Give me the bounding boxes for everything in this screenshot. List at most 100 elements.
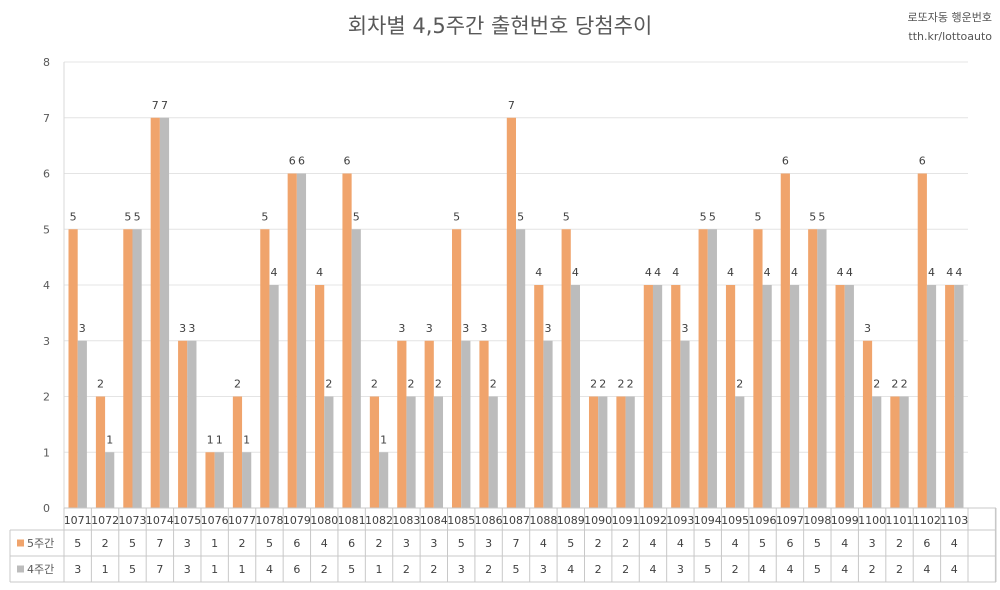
y-tick-label: 0 — [43, 502, 50, 515]
table-cell: 4 — [567, 563, 574, 576]
data-label: 5 — [563, 210, 570, 223]
x-tick-label: 1088 — [529, 514, 557, 527]
legend-swatch — [17, 539, 24, 547]
table-cell: 7 — [156, 537, 163, 550]
data-label: 3 — [681, 322, 688, 335]
data-label: 7 — [152, 99, 159, 112]
table-cell: 2 — [896, 537, 903, 550]
y-tick-label: 1 — [43, 446, 50, 459]
table-cell: 7 — [156, 563, 163, 576]
x-tick-label: 1094 — [694, 514, 722, 527]
table-cell: 2 — [430, 563, 437, 576]
table-cell: 3 — [458, 563, 465, 576]
bar — [872, 396, 882, 508]
bar — [406, 396, 416, 508]
bar — [862, 340, 873, 508]
data-label: 5 — [453, 210, 460, 223]
data-label: 4 — [672, 266, 679, 279]
x-tick-label: 1099 — [831, 514, 859, 527]
table-cell: 4 — [786, 563, 793, 576]
x-tick-label: 1074 — [146, 514, 174, 527]
data-label: 4 — [271, 266, 278, 279]
bar — [543, 340, 553, 508]
y-tick-label: 6 — [43, 168, 50, 181]
data-label: 2 — [599, 378, 606, 391]
bar — [588, 396, 599, 508]
data-label: 6 — [782, 155, 789, 168]
table-cell: 2 — [732, 563, 739, 576]
bar — [926, 285, 937, 508]
x-tick-label: 1079 — [283, 514, 311, 527]
table-cell: 4 — [649, 537, 656, 550]
table-cell: 2 — [321, 563, 328, 576]
data-label: 2 — [371, 378, 378, 391]
data-label: 3 — [864, 322, 871, 335]
y-tick-label: 7 — [43, 112, 50, 125]
x-tick-label: 1084 — [420, 514, 448, 527]
bar — [452, 229, 462, 508]
legend-label: 5주간 — [27, 537, 54, 550]
data-label: 5 — [818, 210, 825, 223]
data-label: 5 — [809, 210, 816, 223]
bar — [287, 173, 297, 508]
bar — [351, 229, 361, 508]
table-cell: 4 — [951, 563, 958, 576]
bar — [735, 396, 745, 508]
table-cell: 3 — [184, 537, 191, 550]
table-cell: 2 — [102, 537, 109, 550]
table-cell: 4 — [321, 537, 328, 550]
bar — [433, 396, 444, 508]
bar — [214, 452, 224, 508]
y-tick-label: 4 — [43, 279, 50, 292]
x-tick-label: 1091 — [612, 514, 640, 527]
x-tick-label: 1090 — [584, 514, 612, 527]
table-cell: 3 — [869, 537, 876, 550]
bar — [260, 229, 270, 508]
bar — [561, 229, 571, 508]
table-cell: 1 — [239, 563, 246, 576]
data-label: 3 — [462, 322, 469, 335]
bar — [397, 340, 407, 508]
bar — [205, 452, 215, 508]
table-cell: 4 — [923, 563, 930, 576]
table-cell: 2 — [403, 563, 410, 576]
data-label: 5 — [134, 210, 141, 223]
table-cell: 2 — [622, 563, 629, 576]
bar — [95, 396, 106, 508]
table-cell: 6 — [348, 537, 355, 550]
table-cell: 2 — [485, 563, 492, 576]
table-cell: 4 — [266, 563, 273, 576]
table-cell: 5 — [348, 563, 355, 576]
bar — [132, 229, 142, 508]
bar — [808, 229, 818, 508]
table-cell: 3 — [74, 563, 81, 576]
table-cell: 5 — [129, 537, 136, 550]
data-label: 2 — [627, 378, 634, 391]
x-tick-label: 1078 — [255, 514, 283, 527]
bar — [680, 340, 690, 508]
data-label: 5 — [261, 210, 268, 223]
bar — [379, 452, 389, 508]
table-cell: 4 — [732, 537, 739, 550]
x-tick-label: 1100 — [858, 514, 886, 527]
bar — [899, 396, 909, 508]
x-tick-label: 1077 — [228, 514, 256, 527]
x-tick-label: 1075 — [173, 514, 201, 527]
bar — [890, 396, 900, 508]
bar — [616, 396, 626, 508]
data-label: 3 — [398, 322, 405, 335]
data-label: 2 — [891, 378, 898, 391]
bar — [652, 285, 663, 508]
x-tick-label: 1081 — [338, 514, 366, 527]
bar — [123, 229, 133, 508]
data-label: 5 — [700, 210, 707, 223]
table-cell: 4 — [540, 537, 547, 550]
bar — [516, 229, 526, 508]
data-label: 3 — [188, 322, 195, 335]
data-label: 4 — [946, 266, 953, 279]
bar — [598, 396, 608, 508]
bar — [461, 340, 471, 508]
bar — [570, 285, 580, 508]
bar — [178, 340, 188, 508]
bar — [232, 396, 243, 508]
